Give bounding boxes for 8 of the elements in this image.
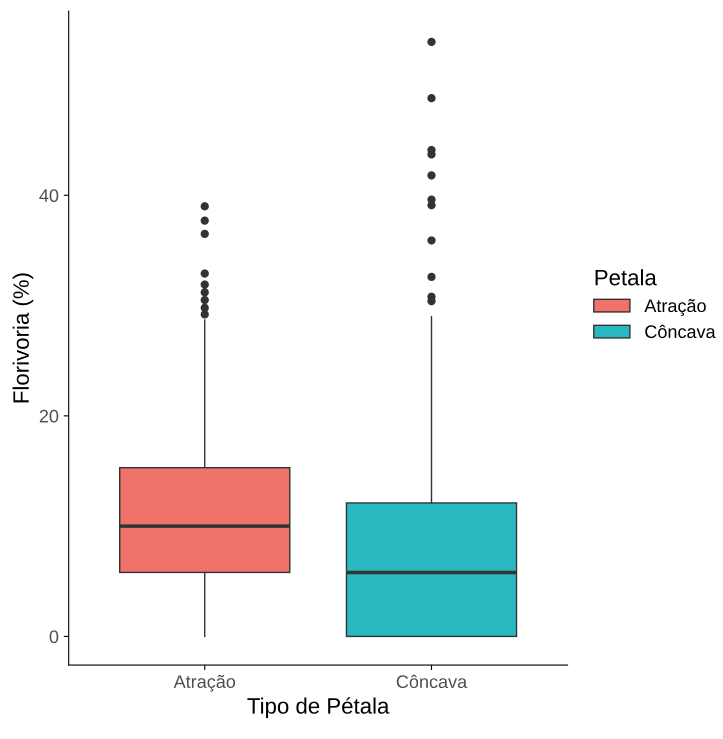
legend-label: Côncava xyxy=(645,324,716,338)
y-tick-label: 20 xyxy=(40,410,58,423)
y-axis-title: Florivoria (%) xyxy=(12,273,34,402)
x-axis-title: Tipo de Pétala xyxy=(247,697,390,718)
legend-label: Atração xyxy=(644,299,706,316)
y-tick-label: 0 xyxy=(50,630,58,644)
y-tick-label: 40 xyxy=(39,189,58,202)
legend-title: Petala xyxy=(596,269,657,286)
